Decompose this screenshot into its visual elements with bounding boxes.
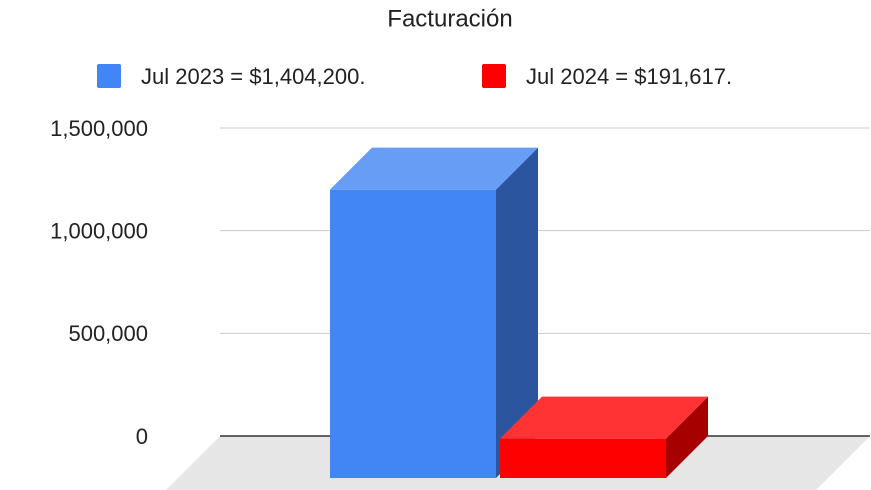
bar-side: [496, 147, 538, 478]
legend-swatch: [482, 64, 506, 88]
bar-group: [500, 396, 708, 478]
y-tick-label: 1,000,000: [50, 218, 148, 243]
bar-top: [500, 396, 708, 439]
bar-top: [330, 147, 538, 190]
legend-swatch: [97, 64, 121, 88]
chart-title: Facturación: [387, 5, 512, 32]
legend-label: Jul 2023 = $1,404,200.: [141, 64, 365, 89]
bar-group: [330, 147, 538, 478]
y-tick-label: 500,000: [68, 321, 148, 346]
bar: [500, 438, 666, 478]
y-tick-label: 1,500,000: [50, 116, 148, 141]
bar-side: [666, 396, 708, 478]
legend-label: Jul 2024 = $191,617.: [526, 64, 732, 89]
bar: [330, 189, 496, 478]
y-tick-label: 0: [136, 424, 148, 449]
